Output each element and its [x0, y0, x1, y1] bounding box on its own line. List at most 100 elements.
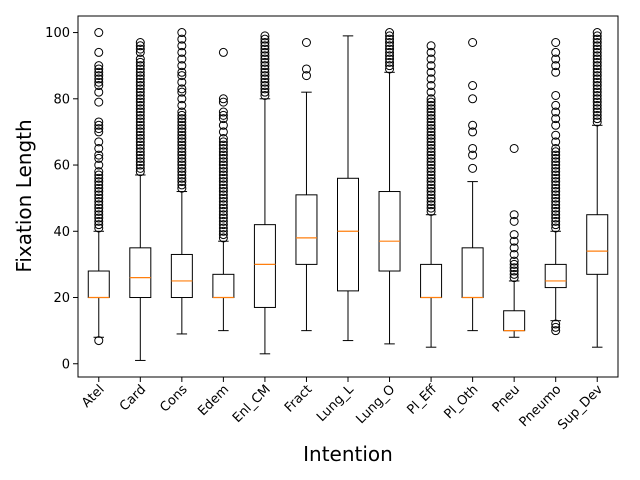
flier-point [94, 97, 104, 107]
flier-point [592, 37, 602, 47]
flier-point [177, 117, 187, 127]
flier-point [509, 230, 519, 240]
flier-point [509, 249, 519, 259]
flier-point [135, 87, 145, 97]
flier-point [135, 130, 145, 140]
flier-point [218, 206, 228, 216]
flier-point [426, 153, 436, 163]
flier-point [426, 157, 436, 167]
flier-point [260, 67, 270, 77]
flier-point [135, 54, 145, 64]
flier-point [218, 147, 228, 157]
flier-point [426, 196, 436, 206]
flier-point [94, 200, 104, 210]
flier-point [301, 64, 311, 74]
flier-point [426, 124, 436, 134]
flier-point [135, 67, 145, 77]
y-tick-label: 20 [53, 291, 70, 306]
flier-point [218, 107, 228, 117]
flier-point [426, 147, 436, 157]
flier-point [218, 193, 228, 203]
flier-point [592, 94, 602, 104]
flier-point [592, 54, 602, 64]
flier-point [94, 336, 104, 346]
flier-point [385, 37, 395, 47]
flier-point [592, 84, 602, 94]
flier-point [260, 37, 270, 47]
flier-point [135, 104, 145, 114]
x-tick-label: Cons [157, 382, 190, 415]
x-tick-label: Atel [79, 382, 108, 411]
flier-point [177, 87, 187, 97]
flier-point [177, 124, 187, 134]
flier-point [260, 47, 270, 57]
flier-point [135, 41, 145, 51]
x-tick-label: Card [117, 382, 149, 414]
flier-point [135, 114, 145, 124]
flier-point [551, 37, 561, 47]
flier-point [551, 210, 561, 220]
flier-point [177, 47, 187, 57]
flier-point [426, 203, 436, 213]
flier-point [218, 196, 228, 206]
flier-point [218, 157, 228, 167]
x-axis-title: Intention [303, 442, 393, 466]
flier-point [94, 216, 104, 226]
flier-point [385, 28, 395, 38]
flier-point [426, 61, 436, 71]
flier-point [468, 94, 478, 104]
flier-point [218, 120, 228, 130]
flier-point [551, 203, 561, 213]
flier-point [426, 117, 436, 127]
flier-point [551, 147, 561, 157]
flier-point [135, 127, 145, 137]
flier-point [551, 190, 561, 200]
flier-point [218, 210, 228, 220]
flier-point [218, 203, 228, 213]
flier-point [260, 87, 270, 97]
flier-point [551, 114, 561, 124]
box-iqr [337, 177, 359, 292]
flier-point [135, 97, 145, 107]
x-tick-label: Enl_CM [230, 382, 274, 426]
flier-point [218, 177, 228, 187]
flier-point [94, 203, 104, 213]
flier-point [260, 81, 270, 91]
flier-point [135, 120, 145, 130]
flier-point [135, 57, 145, 67]
flier-point [94, 196, 104, 206]
flier-point [468, 81, 478, 91]
x-tick-label: Lung_O [353, 382, 398, 427]
flier-point [177, 170, 187, 180]
flier-point [135, 47, 145, 57]
flier-point [177, 143, 187, 153]
flier-point [426, 163, 436, 173]
flier-point [260, 61, 270, 71]
flier-point [177, 54, 187, 64]
flier-point [551, 167, 561, 177]
flier-point [592, 64, 602, 74]
flier-point [94, 77, 104, 87]
flier-point [551, 187, 561, 197]
flier-point [177, 167, 187, 177]
flier-point [592, 114, 602, 124]
flier-point [260, 57, 270, 67]
flier-point [426, 41, 436, 51]
flier-point [135, 117, 145, 127]
flier-point [426, 107, 436, 117]
flier-point [426, 140, 436, 150]
flier-point [385, 51, 395, 61]
flier-point [218, 216, 228, 226]
flier-point [426, 81, 436, 91]
flier-point [135, 64, 145, 74]
flier-point [177, 130, 187, 140]
flier-point [426, 206, 436, 216]
flier-point [426, 143, 436, 153]
flier-point [509, 273, 519, 283]
flier-point [218, 140, 228, 150]
flier-point [260, 34, 270, 44]
x-tick-label: Pneu [490, 382, 523, 415]
flier-point [135, 137, 145, 147]
flier-point [94, 223, 104, 233]
flier-point [509, 143, 519, 153]
